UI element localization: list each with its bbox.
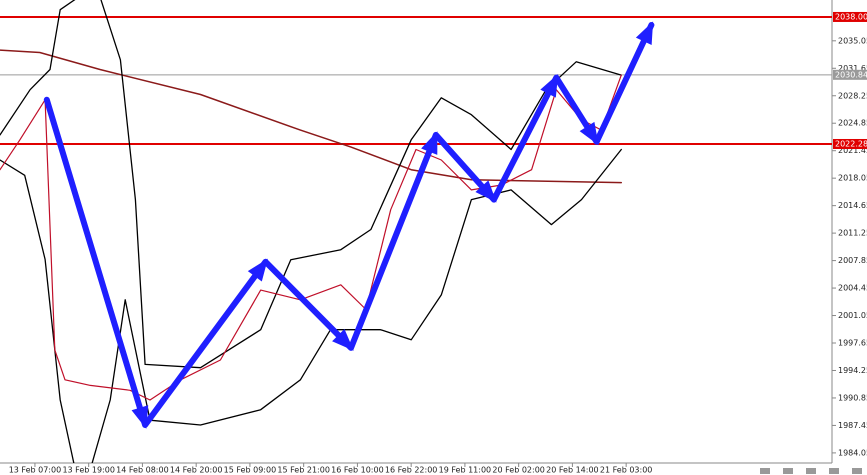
y-tick-label: 2004.45: [838, 284, 867, 293]
y-tick-label: 2035.05: [838, 36, 867, 45]
y-tick-label: 1984.05: [838, 448, 867, 457]
y-tick-label: 2018.05: [838, 174, 867, 183]
level-tag: [833, 69, 867, 80]
arrow-head: [475, 180, 497, 203]
x-tick-label: 15 Feb 09:00: [224, 466, 276, 475]
x-tick-label: 16 Feb 10:00: [331, 466, 383, 475]
x-tick-label: 16 Feb 22:00: [385, 466, 437, 475]
x-tick-label: 19 Feb 11:00: [439, 466, 491, 475]
arrow-head: [540, 74, 559, 98]
arrow-head: [421, 131, 438, 155]
y-tick-label: 2028.25: [838, 91, 867, 100]
arrow-head: [247, 258, 268, 282]
y-tick-label: 1997.65: [838, 339, 867, 348]
x-tick-label: 15 Feb 21:00: [277, 466, 329, 475]
y-tick-label: 2024.85: [838, 119, 867, 128]
level-label: 2030.84: [835, 70, 867, 79]
y-tick-label: 2031.65: [838, 64, 867, 73]
y-tick-label: 2011.25: [838, 229, 867, 238]
y-tick-label: 1987.45: [838, 421, 867, 430]
x-tick-label: 14 Feb 20:00: [170, 466, 222, 475]
arrow-head: [131, 405, 149, 429]
plot-area: [0, 0, 832, 463]
y-tick-label: 2021.45: [838, 146, 867, 155]
x-tick-label: 14 Feb 08:00: [116, 466, 168, 475]
x-tick-label: 13 Feb 19:00: [62, 466, 114, 475]
y-tick-label: 2001.05: [838, 311, 867, 320]
y-tick-label: 1994.25: [838, 366, 867, 375]
x-tick-label: 21 Feb 03:00: [600, 466, 652, 475]
x-tick-label: 20 Feb 02:00: [492, 466, 544, 475]
y-tick-label: 2007.85: [838, 256, 867, 265]
series-line: [0, 74, 622, 401]
y-tick-label: 2014.65: [838, 201, 867, 210]
series-line: [0, 0, 622, 369]
y-tick-label: 1990.85: [838, 393, 867, 402]
level-tag: [833, 138, 867, 149]
x-tick-label: 20 Feb 14:00: [546, 466, 598, 475]
level-label: 2038.00: [835, 12, 867, 21]
x-tick-label: 13 Feb 07:00: [9, 466, 61, 475]
level-label: 2022.28: [835, 139, 867, 148]
arrow-head: [635, 21, 654, 46]
level-tag: [833, 11, 867, 22]
series-line: [0, 49, 623, 184]
arrow-head: [579, 121, 599, 146]
toolbar-icons: [760, 468, 862, 474]
arrow-head: [332, 328, 354, 351]
